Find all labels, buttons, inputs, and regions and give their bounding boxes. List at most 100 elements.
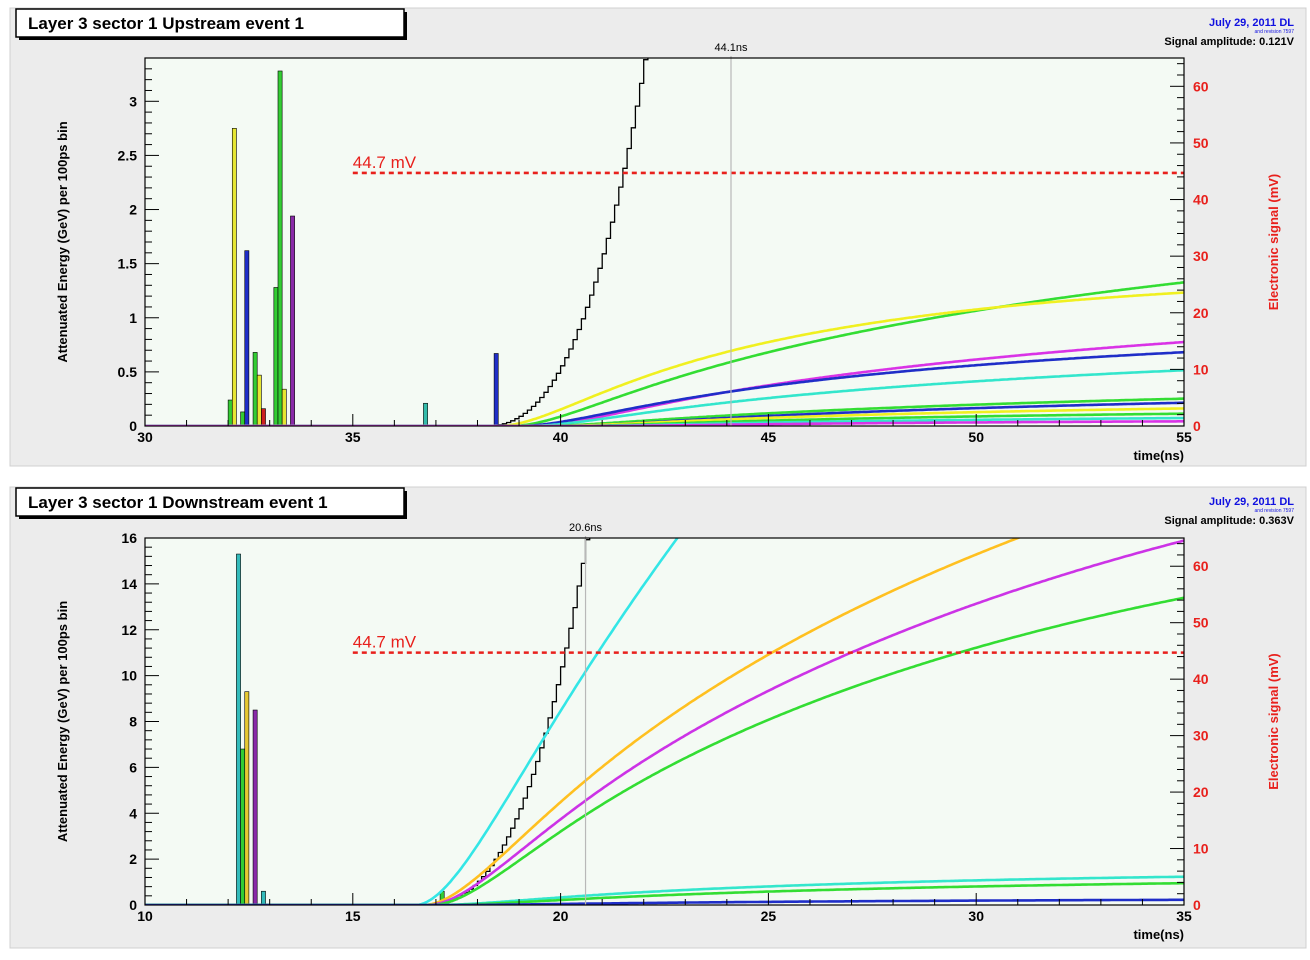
title-box: Layer 3 sector 1 Upstream event 1 <box>15 8 407 40</box>
signal-curve <box>145 350 1184 426</box>
y-tick-label: 2 <box>129 202 137 218</box>
y-tick-label: 0 <box>129 418 137 434</box>
x-tick-label: 10 <box>137 908 153 924</box>
signal-amplitude: Signal amplitude: 0.121V <box>1164 36 1294 48</box>
y-tick-label: 8 <box>129 714 137 730</box>
y2-tick-label: 60 <box>1193 558 1209 574</box>
energy-bar <box>227 399 233 427</box>
y-tick-label: 4 <box>129 805 137 821</box>
threshold-label: 44.7 mV <box>353 153 417 172</box>
signal-curve <box>145 407 1184 426</box>
signal-curve <box>145 596 1184 905</box>
energy-bar <box>236 553 241 906</box>
y-tick-label: 1.5 <box>118 256 138 272</box>
signal-curve <box>145 368 1184 426</box>
signal-curve <box>145 538 679 905</box>
revision-label: and revision 7597 <box>1255 508 1295 514</box>
energy-bar <box>256 374 262 427</box>
signal-curve <box>145 875 1184 905</box>
energy-bar <box>240 748 246 906</box>
energy-bar <box>240 411 246 427</box>
x-tick-label: 50 <box>968 429 984 445</box>
y-tick-label: 14 <box>121 576 137 592</box>
chart-title: Layer 3 sector 1 Upstream event 1 <box>28 14 304 33</box>
date-label: July 29, 2011 DL <box>1209 496 1294 508</box>
x-tick-label: 30 <box>137 429 153 445</box>
y2-tick-label: 30 <box>1193 728 1209 744</box>
signal-amplitude: Signal amplitude: 0.363V <box>1164 515 1294 527</box>
revision-label: and revision 7597 <box>1255 29 1295 35</box>
plot-area <box>145 58 1184 426</box>
panel-upstream: Layer 3 sector 1 Upstream event 1 July 29… <box>9 7 1307 467</box>
y2-tick-label: 10 <box>1193 841 1209 857</box>
x-tick-label: 35 <box>345 429 361 445</box>
signal-curve <box>145 291 1184 426</box>
panel-downstream: Layer 3 sector 1 Downstream event 1 July … <box>9 486 1307 949</box>
energy-bar <box>261 408 266 427</box>
title-box-frame <box>15 8 405 38</box>
y-axis-label: Attenuated Energy (GeV) per 100ps bin <box>55 601 70 842</box>
energy-bar <box>277 70 283 427</box>
x-tick-label: 40 <box>553 429 569 445</box>
signal-curve <box>145 397 1184 426</box>
y-tick-label: 2 <box>129 851 137 867</box>
y-tick-label: 3 <box>129 93 137 109</box>
y-tick-label: 10 <box>121 668 137 684</box>
x-tick-label: 45 <box>761 429 777 445</box>
title-box-frame <box>15 487 405 517</box>
energy-bar <box>244 691 250 906</box>
energy-bar <box>423 402 428 427</box>
title-box: Layer 3 sector 1 Downstream event 1 <box>15 487 407 519</box>
signal-curves <box>145 538 1184 905</box>
y-axis-label: Attenuated Energy (GeV) per 100ps bin <box>55 121 70 362</box>
energy-bar <box>273 287 279 427</box>
energy-bar <box>252 709 258 906</box>
x-tick-label: 35 <box>1176 908 1192 924</box>
y2-tick-label: 40 <box>1193 671 1209 687</box>
crossing-label: 20.6ns <box>569 522 603 534</box>
y2-axis-label: Electronic signal (mV) <box>1266 653 1281 790</box>
x-tick-label: 15 <box>345 908 361 924</box>
energy-bar <box>493 353 499 427</box>
x-tick-label: 55 <box>1176 429 1192 445</box>
signal-curve <box>145 881 1184 905</box>
y2-tick-label: 10 <box>1193 361 1209 377</box>
y2-tick-label: 50 <box>1193 135 1209 151</box>
x-tick-label: 20 <box>553 908 569 924</box>
y-tick-label: 12 <box>121 622 137 638</box>
y2-axis-label: Electronic signal (mV) <box>1266 174 1281 311</box>
crossing-label: 44.1ns <box>714 42 748 54</box>
y2-tick-label: 50 <box>1193 615 1209 631</box>
energy-bar <box>252 352 258 427</box>
y2-tick-label: 60 <box>1193 78 1209 94</box>
energy-bar <box>290 215 295 427</box>
y2-tick-label: 20 <box>1193 305 1209 321</box>
threshold-label: 44.7 mV <box>353 633 417 652</box>
y-tick-label: 6 <box>129 759 137 775</box>
energy-bar <box>244 250 250 427</box>
signal-curve <box>145 898 1184 905</box>
y2-tick-label: 0 <box>1193 418 1201 434</box>
y-tick-label: 0 <box>129 897 137 913</box>
date-label: July 29, 2011 DL <box>1209 17 1294 29</box>
y-tick-label: 2.5 <box>118 147 138 163</box>
signal-curve <box>145 538 1022 905</box>
energy-bar <box>281 388 287 427</box>
y-tick-label: 1 <box>129 310 137 326</box>
y-tick-label: 0.5 <box>118 364 138 380</box>
energy-bar <box>231 128 237 427</box>
x-tick-label: 25 <box>761 908 777 924</box>
x-axis-label: time(ns) <box>1133 927 1184 942</box>
energy-bar <box>261 890 266 906</box>
x-axis-label: time(ns) <box>1133 448 1184 463</box>
x-tick-label: 30 <box>968 908 984 924</box>
signal-curve <box>145 539 1184 905</box>
y2-tick-label: 20 <box>1193 784 1209 800</box>
chart-title: Layer 3 sector 1 Downstream event 1 <box>28 493 328 512</box>
y2-tick-label: 30 <box>1193 248 1209 264</box>
y2-tick-label: 0 <box>1193 897 1201 913</box>
y2-tick-label: 40 <box>1193 192 1209 208</box>
y-tick-label: 16 <box>121 530 137 546</box>
